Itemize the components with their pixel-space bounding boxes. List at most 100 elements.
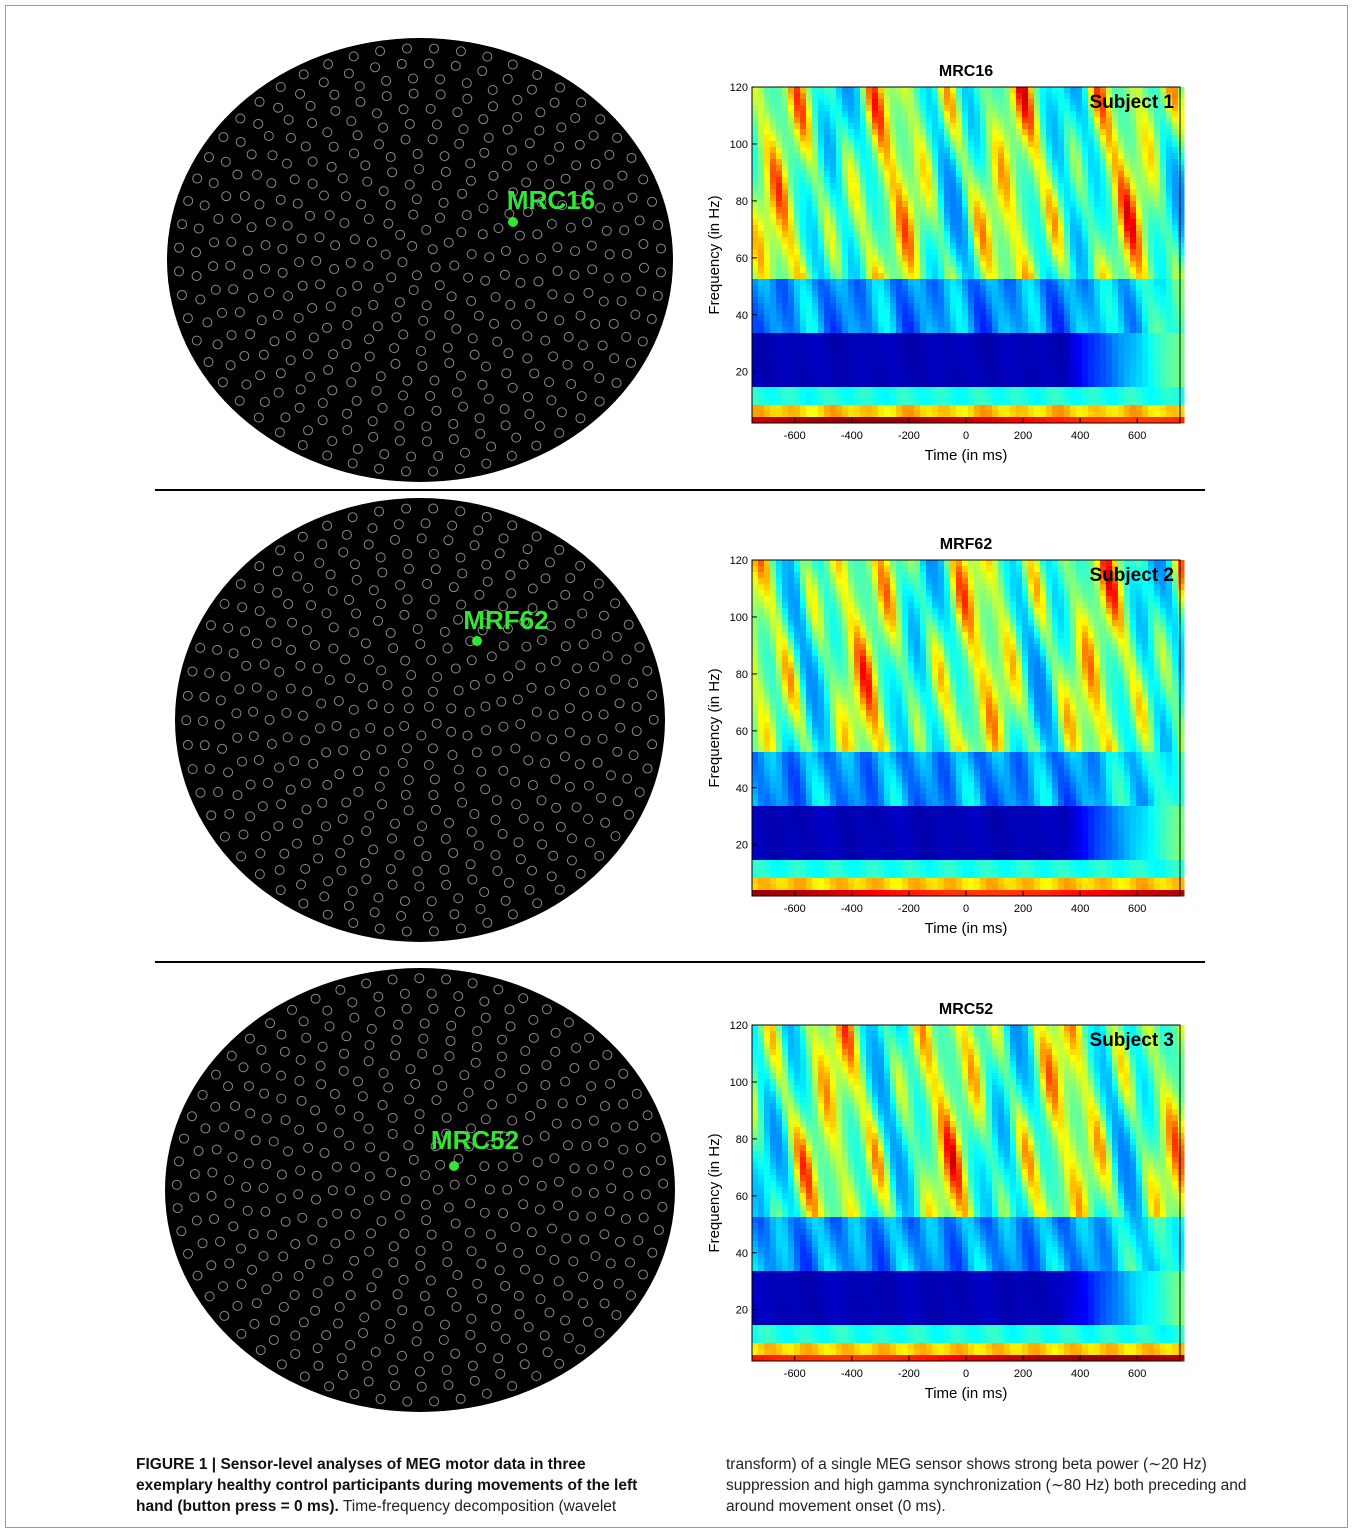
- heatmap-cell: [860, 87, 867, 94]
- heatmap-cell: [1136, 375, 1143, 382]
- heatmap-cell: [1010, 369, 1017, 376]
- heatmap-cell: [782, 273, 789, 280]
- heatmap-cell: [962, 111, 969, 118]
- heatmap-cell: [830, 273, 837, 280]
- heatmap-cell: [1058, 117, 1065, 124]
- heatmap-cell: [1058, 303, 1065, 310]
- heatmap-cell: [878, 201, 885, 208]
- heatmap-cell: [848, 566, 855, 573]
- heatmap-cell: [824, 213, 831, 220]
- y-tick-label: 80: [736, 196, 748, 208]
- heatmap-cell: [752, 351, 759, 358]
- heatmap-cell: [1160, 123, 1167, 130]
- heatmap-cell: [1004, 285, 1011, 292]
- heatmap-cell: [1052, 201, 1059, 208]
- heatmap-cell: [878, 345, 885, 352]
- heatmap-cell: [800, 135, 807, 142]
- heatmap-cell: [854, 339, 861, 346]
- heatmap-cell: [1172, 243, 1179, 250]
- heatmap-cell: [914, 201, 921, 208]
- heatmap-cell: [1016, 411, 1023, 418]
- heatmap-cell: [1148, 123, 1155, 130]
- heatmap-cell: [824, 207, 831, 214]
- heatmap-cell: [1178, 207, 1185, 214]
- heatmap-cell: [902, 339, 909, 346]
- heatmap-cell: [956, 327, 963, 334]
- heatmap-cell: [818, 159, 825, 166]
- heatmap-cell: [1100, 363, 1107, 370]
- heatmap-cell: [932, 339, 939, 346]
- heatmap-cell: [800, 291, 807, 298]
- heatmap-cell: [1142, 165, 1149, 172]
- heatmap-cell: [1064, 129, 1071, 136]
- heatmap-cell: [776, 339, 783, 346]
- heatmap-cell: [1022, 285, 1029, 292]
- heatmap-cell: [896, 267, 903, 274]
- heatmap-cell: [1070, 303, 1077, 310]
- heatmap-cell: [752, 231, 759, 238]
- heatmap-cell: [1016, 363, 1023, 370]
- heatmap-cell: [902, 129, 909, 136]
- heatmap-cell: [794, 327, 801, 334]
- heatmap-cell: [1136, 255, 1143, 262]
- heatmap-cell: [1064, 189, 1071, 196]
- heatmap-cell: [1118, 381, 1125, 388]
- heatmap-cell: [902, 147, 909, 154]
- heatmap-cell: [1172, 411, 1179, 418]
- heatmap-cell: [770, 566, 777, 573]
- heatmap-cell: [806, 255, 813, 262]
- heatmap-cell: [938, 315, 945, 322]
- heatmap-cell: [854, 309, 861, 316]
- heatmap-cell: [974, 165, 981, 172]
- heatmap-cell: [800, 405, 807, 412]
- heatmap-cell: [1106, 141, 1113, 148]
- heatmap-cell: [1004, 363, 1011, 370]
- heatmap-cell: [878, 303, 885, 310]
- heatmap-cell: [794, 243, 801, 250]
- heatmap-cell: [1172, 297, 1179, 304]
- heatmap-cell: [1016, 201, 1023, 208]
- heatmap-cell: [968, 231, 975, 238]
- heatmap-cell: [770, 207, 777, 214]
- heatmap-cell: [896, 303, 903, 310]
- heatmap-cell: [866, 159, 873, 166]
- heatmap-cell: [1034, 87, 1041, 94]
- heatmap-cell: [1034, 345, 1041, 352]
- heatmap-cell: [878, 231, 885, 238]
- heatmap-cell: [1148, 171, 1155, 178]
- heatmap-cell: [1100, 135, 1107, 142]
- heatmap-cell: [1088, 357, 1095, 364]
- heatmap-cell: [938, 213, 945, 220]
- heatmap-cell: [776, 189, 783, 196]
- heatmap-cell: [860, 255, 867, 262]
- heatmap-cell: [752, 153, 759, 160]
- heatmap-cell: [944, 243, 951, 250]
- heatmap-cell: [860, 249, 867, 256]
- heatmap-cell: [1106, 237, 1113, 244]
- heatmap-cell: [890, 339, 897, 346]
- heatmap-cell: [1124, 159, 1131, 166]
- y-tick-label: 40: [736, 310, 748, 322]
- heatmap-cell: [788, 297, 795, 304]
- heatmap-cell: [1022, 255, 1029, 262]
- heatmap-cell: [1040, 381, 1047, 388]
- heatmap-cell: [830, 141, 837, 148]
- heatmap-cell: [1166, 405, 1173, 412]
- heatmap-cell: [1172, 219, 1179, 226]
- heatmap-cell: [908, 315, 915, 322]
- heatmap-cell: [1052, 309, 1059, 316]
- heatmap-cell: [962, 387, 969, 394]
- heatmap-cell: [968, 279, 975, 286]
- heatmap-cell: [1130, 237, 1137, 244]
- heatmap-cell: [836, 111, 843, 118]
- heatmap-cell: [956, 560, 963, 567]
- heatmap-cell: [776, 243, 783, 250]
- heatmap-cell: [818, 327, 825, 334]
- heatmap-cell: [962, 213, 969, 220]
- heatmap-cell: [1142, 135, 1149, 142]
- heatmap-cell: [800, 171, 807, 178]
- heatmap-cell: [800, 333, 807, 340]
- heatmap-cell: [896, 123, 903, 130]
- heatmap-cell: [872, 297, 879, 304]
- heatmap-cell: [1076, 87, 1083, 94]
